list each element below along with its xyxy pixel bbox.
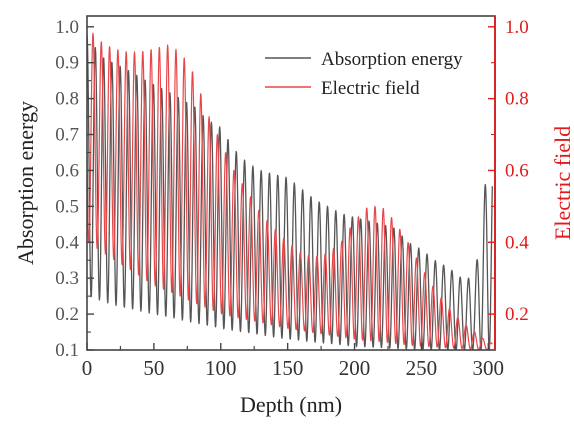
x-tick-label: 50	[143, 356, 164, 380]
legend-label: Absorption energy	[321, 49, 463, 70]
y-right-axis-title: Electric field	[550, 126, 574, 240]
y-right-tick-label: 0.2	[505, 304, 529, 325]
y-left-tick-label: 0.3	[55, 268, 79, 289]
x-tick-label: 250	[406, 356, 438, 380]
series-layer	[87, 32, 493, 350]
x-tick-label: 300	[473, 356, 505, 380]
x-tick-label: 0	[82, 356, 93, 380]
y-left-tick-label: 0.2	[55, 304, 79, 325]
legend-label: Electric field	[321, 78, 420, 99]
legend-bg	[263, 75, 315, 97]
legend-bg	[263, 46, 315, 68]
y-left-tick-label: 0.8	[55, 89, 79, 110]
y-left-tick-label: 0.7	[55, 125, 79, 146]
y-left-tick-label: 0.9	[55, 53, 79, 74]
y-left-tick-label: 1.0	[55, 17, 79, 38]
y-left-tick-label: 0.1	[55, 340, 79, 361]
labels-layer: 0 50 100 150 200 250 300 0.1 0.2 0.3 0.4 0.5 0.6 0.7 0…	[13, 17, 574, 417]
y-left-axis-title: Absorption energy	[13, 101, 38, 265]
y-right-tick-label: 0.8	[505, 89, 529, 110]
x-tick-label: 100	[205, 356, 237, 380]
y-right-tick-label: 1.0	[505, 17, 529, 38]
series-line-electric-field	[87, 32, 493, 350]
x-tick-label: 150	[272, 356, 304, 380]
y-left-tick-label: 0.6	[55, 160, 79, 181]
x-tick-label: 200	[339, 356, 371, 380]
legend: Absorption energy Electric field	[263, 46, 463, 99]
x-axis-title: Depth (nm)	[240, 392, 342, 417]
y-right-tick-label: 0.6	[505, 160, 529, 181]
series-line-absorption-energy	[87, 33, 493, 350]
y-right-tick-label: 0.4	[505, 232, 529, 253]
y-left-tick-label: 0.4	[55, 232, 79, 253]
y-left-tick-label: 0.5	[55, 196, 79, 217]
ticks-layer	[86, 16, 496, 351]
